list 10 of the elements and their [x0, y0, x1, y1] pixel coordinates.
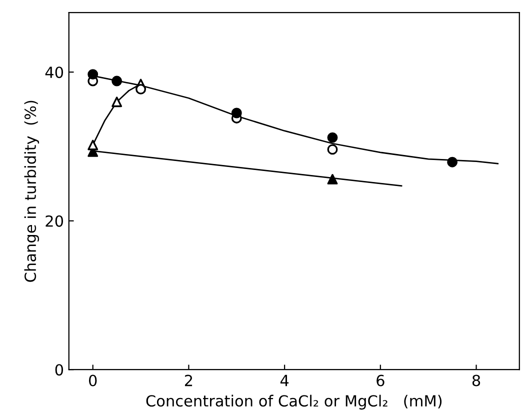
x-axis-title: Concentration of CaCl₂ or MgCl₂ (mM) — [146, 394, 442, 410]
y-tick-label: 40 — [45, 66, 64, 78]
x-tick-label: 2 — [184, 374, 192, 386]
y-tick-label: 20 — [46, 215, 64, 227]
x-tick-label: 8 — [472, 374, 480, 386]
x-tick-label: 0 — [89, 374, 97, 386]
x-tick-label: 6 — [376, 374, 384, 386]
y-axis-title: Change in turbidity (%) — [24, 100, 40, 282]
y-tick-label: 0 — [55, 364, 64, 376]
x-tick-label: 4 — [280, 374, 289, 386]
